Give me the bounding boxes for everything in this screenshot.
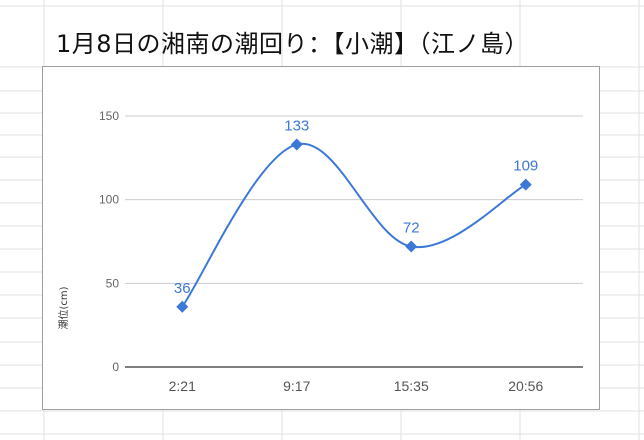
- data-label: 109: [513, 158, 538, 175]
- series-line[interactable]: [181, 142, 527, 308]
- y-axis-label: 潮位(cm): [57, 286, 70, 329]
- x-tick-label: 15:35: [394, 378, 429, 394]
- data-point-marker[interactable]: [176, 300, 189, 313]
- data-label: 72: [403, 220, 420, 237]
- data-point-marker[interactable]: [519, 178, 532, 191]
- data-label: 36: [174, 280, 191, 297]
- x-tick-label: 2:21: [169, 378, 196, 394]
- chart-title: 1月8日の湘南の潮回り：【小潮】（江ノ島）: [56, 30, 530, 58]
- data-label: 133: [284, 117, 309, 134]
- data-point-marker[interactable]: [290, 138, 303, 151]
- data-point-marker[interactable]: [405, 240, 418, 253]
- x-tick-label: 9:17: [283, 378, 310, 394]
- y-tick-label: 0: [112, 360, 119, 374]
- chart-frame[interactable]: 潮位(cm) 0 50 100 150 2:21 9:17 15:35 20:56 36 133 7…: [42, 66, 600, 410]
- y-tick-label: 50: [106, 276, 120, 290]
- line-chart: 潮位(cm) 0 50 100 150 2:21 9:17 15:35 20:56 36 133 7…: [57, 109, 583, 394]
- x-tick-label: 20:56: [508, 378, 543, 394]
- y-tick-label: 100: [99, 193, 119, 207]
- y-tick-label: 150: [99, 109, 119, 123]
